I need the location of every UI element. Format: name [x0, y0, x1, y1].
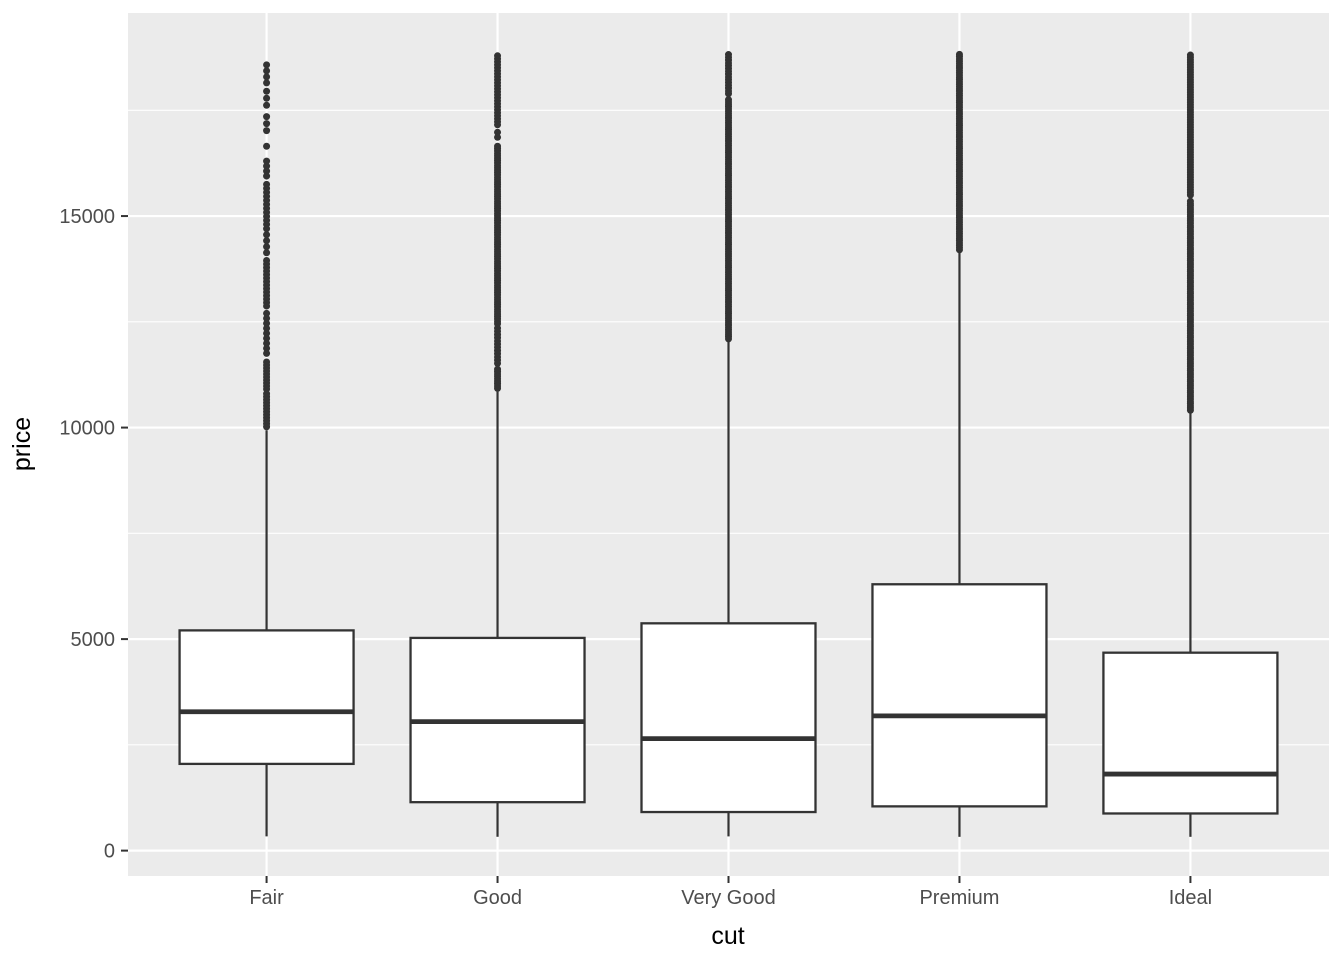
y-tick-label: 15000	[59, 206, 115, 228]
outlier-dot	[263, 302, 271, 310]
outlier-dot	[263, 349, 271, 357]
outlier-dot	[263, 67, 271, 75]
boxplot-ideal	[1102, 51, 1279, 837]
x-axis-title: cut	[711, 922, 744, 950]
iqr-box	[640, 622, 817, 814]
outlier-dot	[1186, 406, 1194, 414]
boxplot-premium	[871, 50, 1048, 837]
outlier-dot	[494, 384, 502, 392]
outlier-dot	[955, 246, 963, 254]
outlier-dot	[494, 133, 502, 141]
outlier-dot	[263, 231, 271, 239]
outlier-dot	[725, 90, 732, 98]
x-tick-label: Good	[473, 887, 522, 909]
outlier-dot	[263, 237, 271, 245]
x-tick-label: Very Good	[681, 887, 776, 909]
axis-ticks	[121, 215, 1192, 883]
boxplot-very-good	[640, 51, 817, 837]
outlier-dot	[263, 249, 271, 257]
boxplot-fair	[178, 61, 355, 837]
y-axis-title: price	[8, 417, 36, 471]
outlier-dot	[263, 334, 271, 342]
iqr-box	[871, 583, 1048, 808]
outlier-dot	[263, 113, 271, 121]
outlier-dot	[725, 335, 732, 343]
y-tick-label: 10000	[59, 418, 115, 440]
outlier-dot	[263, 101, 271, 109]
outlier-dot	[494, 359, 502, 367]
outlier-dot	[263, 61, 271, 69]
outlier-dot	[263, 73, 271, 81]
outlier-dot	[263, 339, 271, 347]
outlier-dot	[263, 225, 271, 233]
y-tick-label: 5000	[71, 629, 116, 651]
outlier-dot	[263, 87, 271, 95]
x-tick-label: Ideal	[1169, 887, 1212, 909]
outlier-dot	[263, 329, 271, 337]
outlier-dot	[494, 121, 502, 129]
outlier-dot	[263, 157, 271, 165]
outlier-dot	[494, 128, 502, 136]
axis-tick-labels: 0 5000 10000 15000 Fair Good Very Good Premium I…	[59, 206, 1212, 909]
boxplot-good	[409, 52, 586, 837]
outlier-dot	[263, 172, 271, 180]
outlier-dot	[263, 79, 271, 87]
x-tick-label: Fair	[249, 887, 284, 909]
outlier-dot	[263, 94, 271, 102]
outlier-dot	[263, 127, 271, 135]
outlier-dot	[263, 243, 271, 251]
outlier-dot	[263, 142, 271, 150]
outlier-dot	[263, 309, 271, 317]
y-tick-label: 0	[104, 841, 115, 863]
outlier-dot	[263, 120, 271, 128]
boxplot-series	[178, 50, 1279, 837]
outlier-dot	[263, 162, 271, 170]
outlier-dot	[263, 344, 271, 352]
iqr-box	[1102, 651, 1279, 815]
outlier-dot	[263, 324, 271, 332]
outlier-dot	[263, 167, 271, 175]
iqr-box	[178, 629, 355, 766]
outlier-dot	[263, 319, 271, 327]
outlier-dot	[263, 314, 271, 322]
x-tick-label: Premium	[919, 887, 999, 909]
outlier-dot	[1186, 191, 1194, 199]
outlier-dot	[263, 423, 271, 431]
